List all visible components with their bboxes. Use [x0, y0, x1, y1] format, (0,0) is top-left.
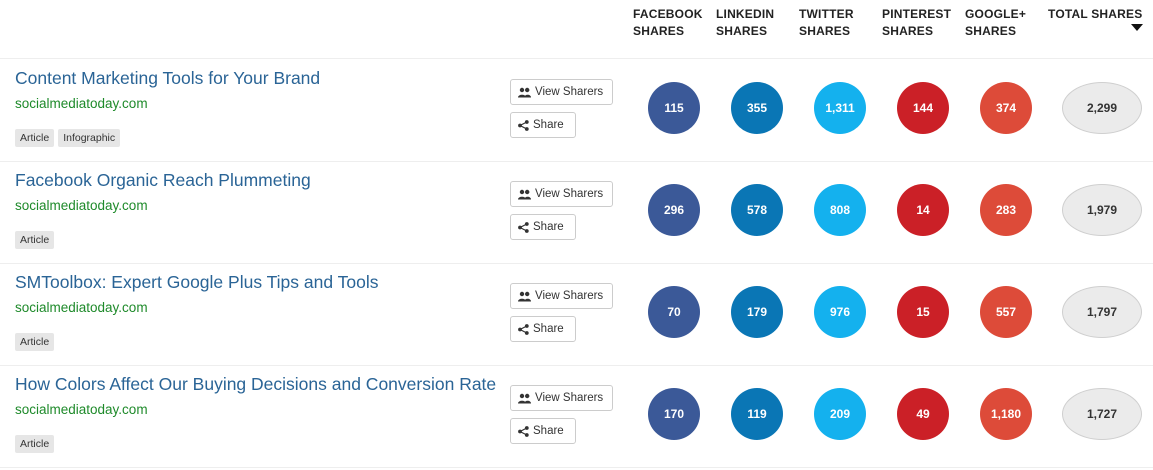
- facebook-shares-count[interactable]: 170: [648, 388, 700, 440]
- share-button[interactable]: Share: [510, 316, 576, 342]
- tag-list: Article: [15, 435, 55, 453]
- view-sharers-label: View Sharers: [535, 290, 604, 302]
- users-icon: [518, 87, 531, 98]
- article-title-link[interactable]: Content Marketing Tools for Your Brand: [15, 68, 321, 88]
- column-header-label: SHARES: [965, 24, 1017, 38]
- linkedin-shares-count[interactable]: 119: [731, 388, 783, 440]
- content-type-tag[interactable]: Article: [15, 333, 55, 351]
- twitter-shares-count[interactable]: 808: [814, 184, 866, 236]
- column-header-pinterest[interactable]: PINTEREST SHARES: [882, 6, 951, 40]
- share-icon: [518, 221, 529, 233]
- content-type-tag[interactable]: Infographic: [58, 129, 121, 147]
- facebook-shares-count[interactable]: 70: [648, 286, 700, 338]
- total-shares-count[interactable]: 1,727: [1062, 388, 1142, 440]
- column-header-linkedin[interactable]: LINKEDIN SHARES: [716, 6, 774, 40]
- view-sharers-label: View Sharers: [535, 188, 604, 200]
- facebook-shares-count[interactable]: 296: [648, 184, 700, 236]
- share-icon: [518, 425, 529, 437]
- share-label: Share: [533, 119, 564, 131]
- pinterest-shares-count[interactable]: 15: [897, 286, 949, 338]
- view-sharers-button[interactable]: View Sharers: [510, 79, 613, 105]
- share-button[interactable]: Share: [510, 112, 576, 138]
- users-icon: [518, 291, 531, 302]
- twitter-shares-count[interactable]: 976: [814, 286, 866, 338]
- googleplus-shares-count[interactable]: 283: [980, 184, 1032, 236]
- googleplus-shares-count[interactable]: 557: [980, 286, 1032, 338]
- article-domain[interactable]: socialmediatoday.com: [15, 198, 148, 213]
- column-header-label: FACEBOOK: [633, 7, 703, 21]
- total-shares-count[interactable]: 1,979: [1062, 184, 1142, 236]
- tag-list: Article: [15, 333, 55, 351]
- content-type-tag[interactable]: Article: [15, 231, 55, 249]
- view-sharers-label: View Sharers: [535, 392, 604, 404]
- share-button[interactable]: Share: [510, 214, 576, 240]
- facebook-shares-count[interactable]: 115: [648, 82, 700, 134]
- total-shares-count[interactable]: 2,299: [1062, 82, 1142, 134]
- table-header: FACEBOOK SHARES LINKEDIN SHARES TWITTER …: [0, 0, 1153, 59]
- tag-list: Article Infographic: [15, 129, 121, 147]
- article-domain[interactable]: socialmediatoday.com: [15, 402, 148, 417]
- pinterest-shares-count[interactable]: 49: [897, 388, 949, 440]
- column-header-label: SHARES: [716, 24, 768, 38]
- article-title-link[interactable]: Facebook Organic Reach Plummeting: [15, 170, 311, 190]
- share-icon: [518, 323, 529, 335]
- content-type-tag[interactable]: Article: [15, 435, 55, 453]
- sort-descending-caret-icon[interactable]: [1131, 24, 1143, 31]
- table-row: Content Marketing Tools for Your Brand s…: [0, 59, 1153, 162]
- column-header-label: LINKEDIN: [716, 7, 775, 21]
- article-domain[interactable]: socialmediatoday.com: [15, 96, 148, 111]
- twitter-shares-count[interactable]: 209: [814, 388, 866, 440]
- share-label: Share: [533, 425, 564, 437]
- column-header-label: PINTEREST: [882, 7, 952, 21]
- column-header-twitter[interactable]: TWITTER SHARES: [799, 6, 854, 40]
- article-title-link[interactable]: SMToolbox: Expert Google Plus Tips and T…: [15, 272, 379, 292]
- users-icon: [518, 393, 531, 404]
- share-icon: [518, 119, 529, 131]
- column-header-total[interactable]: TOTAL SHARES: [1048, 6, 1142, 23]
- tag-list: Article: [15, 231, 55, 249]
- view-sharers-button[interactable]: View Sharers: [510, 181, 613, 207]
- share-label: Share: [533, 323, 564, 335]
- column-header-facebook[interactable]: FACEBOOK SHARES: [633, 6, 703, 40]
- view-sharers-button[interactable]: View Sharers: [510, 283, 613, 309]
- article-title-link[interactable]: How Colors Affect Our Buying Decisions a…: [15, 374, 497, 394]
- pinterest-shares-count[interactable]: 144: [897, 82, 949, 134]
- users-icon: [518, 189, 531, 200]
- view-sharers-label: View Sharers: [535, 86, 604, 98]
- googleplus-shares-count[interactable]: 374: [980, 82, 1032, 134]
- total-shares-count[interactable]: 1,797: [1062, 286, 1142, 338]
- googleplus-shares-count[interactable]: 1,180: [980, 388, 1032, 440]
- share-label: Share: [533, 221, 564, 233]
- linkedin-shares-count[interactable]: 179: [731, 286, 783, 338]
- view-sharers-button[interactable]: View Sharers: [510, 385, 613, 411]
- column-header-label: SHARES: [633, 24, 685, 38]
- linkedin-shares-count[interactable]: 578: [731, 184, 783, 236]
- share-button[interactable]: Share: [510, 418, 576, 444]
- table-row: How Colors Affect Our Buying Decisions a…: [0, 365, 1153, 468]
- article-domain[interactable]: socialmediatoday.com: [15, 300, 148, 315]
- column-header-label: TWITTER: [799, 7, 854, 21]
- table-row: SMToolbox: Expert Google Plus Tips and T…: [0, 263, 1153, 366]
- column-header-label: TOTAL SHARES: [1048, 7, 1143, 21]
- twitter-shares-count[interactable]: 1,311: [814, 82, 866, 134]
- pinterest-shares-count[interactable]: 14: [897, 184, 949, 236]
- column-header-label: GOOGLE+: [965, 7, 1027, 21]
- table-row: Facebook Organic Reach Plummeting social…: [0, 161, 1153, 264]
- linkedin-shares-count[interactable]: 355: [731, 82, 783, 134]
- column-header-googleplus[interactable]: GOOGLE+ SHARES: [965, 6, 1026, 40]
- column-header-label: SHARES: [799, 24, 851, 38]
- column-header-label: SHARES: [882, 24, 934, 38]
- content-type-tag[interactable]: Article: [15, 129, 55, 147]
